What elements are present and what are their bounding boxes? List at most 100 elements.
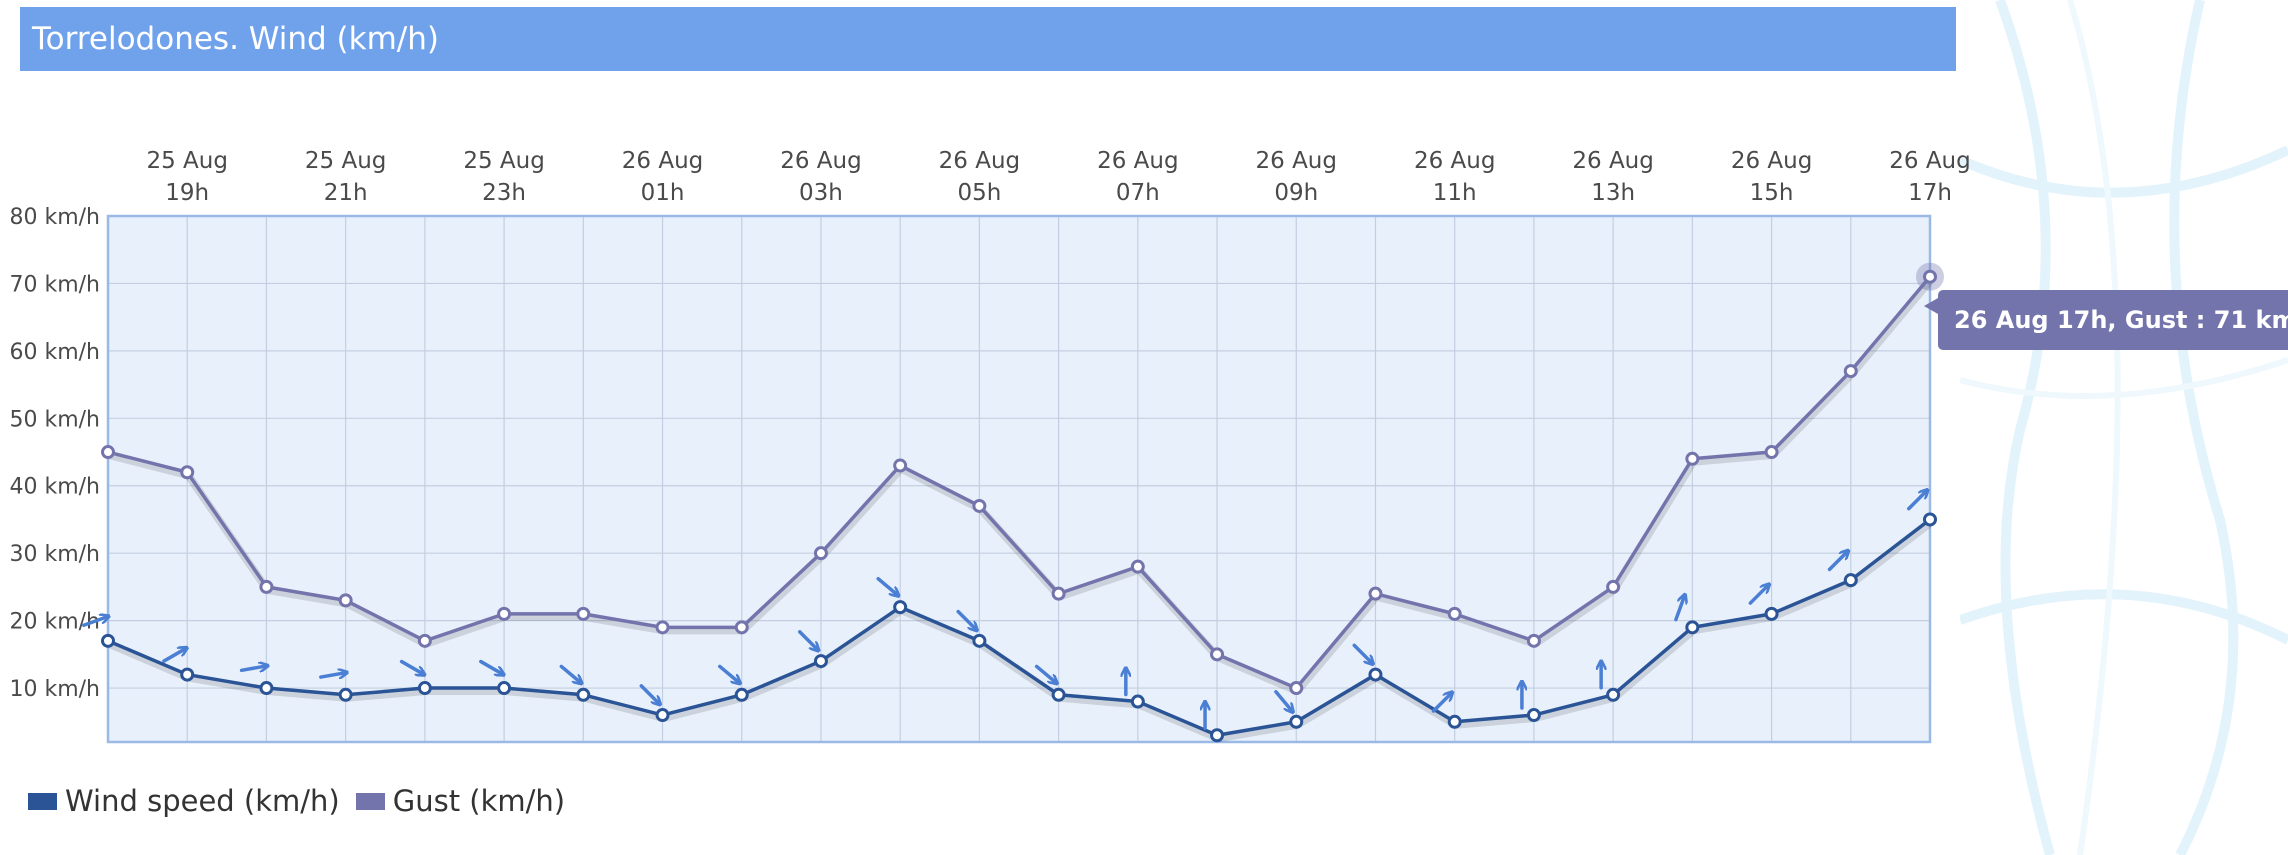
chart-title-bar: Torrelodones. Wind (km/h) (20, 7, 1956, 71)
wind-speed-point[interactable] (338, 687, 353, 702)
y-tick-label: 50 km/h (9, 407, 100, 432)
legend: Wind speed (km/h) Gust (km/h) (28, 784, 581, 818)
gust-point[interactable] (1606, 579, 1621, 594)
wind-speed-point[interactable] (417, 681, 432, 696)
gust-point[interactable] (972, 498, 987, 513)
wind-direction-arrow-icon (956, 609, 976, 630)
wind-speed-point[interactable] (893, 600, 908, 615)
wind-direction-arrow-icon (798, 630, 818, 650)
wind-speed-point[interactable] (1843, 573, 1858, 588)
wind-direction-arrow-icon (479, 659, 504, 675)
gust-point[interactable] (1843, 364, 1858, 379)
wind-direction-arrow-icon (1034, 664, 1057, 683)
tooltip-text: 26 Aug 17h, Gust : 71 km/h (1954, 306, 2288, 334)
gust-point[interactable] (338, 593, 353, 608)
wind-direction-arrow-icon (239, 666, 268, 671)
wind-speed-point[interactable] (1764, 606, 1779, 621)
gust-point[interactable] (1923, 269, 1937, 284)
wind-speed-point[interactable] (1368, 667, 1383, 682)
y-tick-label: 70 km/h (9, 272, 100, 297)
gust-line (107, 275, 1932, 690)
gust-point[interactable] (180, 465, 195, 480)
wind-speed-point[interactable] (101, 633, 115, 648)
gust-point[interactable] (1368, 586, 1383, 601)
wind-direction-arrow-icon (1431, 693, 1452, 713)
y-tick-label: 30 km/h (9, 542, 100, 567)
x-tick-label: 26 Aug 17h (1889, 148, 1971, 206)
gust-point[interactable] (101, 445, 115, 460)
wind-direction-arrow-icon (1274, 690, 1293, 712)
wind-speed-line (107, 518, 1932, 738)
x-tick-label: 26 Aug 15h (1731, 148, 1813, 206)
wind-direction-arrow-icon (639, 684, 659, 704)
y-tick-label: 40 km/h (9, 475, 100, 500)
gust-point[interactable] (655, 620, 670, 635)
gust-point[interactable] (1685, 451, 1700, 466)
wind-speed-point[interactable] (1685, 620, 1700, 635)
gust-point[interactable] (417, 633, 432, 648)
x-tick-label: 26 Aug 07h (1097, 148, 1179, 206)
wind-speed-point[interactable] (576, 687, 591, 702)
wind-speed-point[interactable] (259, 681, 274, 696)
wind-speed-point[interactable] (1526, 708, 1541, 723)
x-tick-label: 26 Aug 03h (780, 148, 862, 206)
gust-point[interactable] (813, 546, 828, 561)
gust-point[interactable] (1447, 606, 1462, 621)
wind-direction-arrow-icon (1352, 643, 1372, 663)
wind-speed-point[interactable] (1289, 714, 1304, 729)
x-tick-label: 26 Aug 09h (1256, 148, 1338, 206)
wind-direction-arrow-icon (319, 673, 347, 678)
gust-point[interactable] (1764, 445, 1779, 460)
wind-speed-point[interactable] (180, 667, 195, 682)
wind-speed-point[interactable] (655, 708, 670, 723)
wind-speed-point[interactable] (1210, 728, 1225, 743)
wind-speed-point[interactable] (1923, 512, 1937, 527)
gust-point[interactable] (497, 606, 512, 621)
legend-label-gust: Gust (km/h) (392, 784, 566, 818)
legend-swatch-gust (355, 792, 385, 810)
plot-border (106, 214, 1932, 744)
wind-speed-point[interactable] (813, 654, 828, 669)
legend-item-wind-speed[interactable]: Wind speed (km/h) (28, 784, 340, 818)
gust-point[interactable] (1526, 633, 1541, 648)
data-tooltip: 26 Aug 17h, Gust : 71 km/h (1923, 290, 2288, 350)
gust-point[interactable] (1051, 586, 1066, 601)
x-tick-label: 25 Aug 23h (463, 148, 545, 206)
wind-speed-point[interactable] (1051, 687, 1066, 702)
wind-direction-arrow-icon (399, 659, 425, 675)
gust-point[interactable] (1130, 559, 1145, 574)
y-tick-label: 60 km/h (9, 340, 100, 365)
x-tick-label: 26 Aug 05h (939, 148, 1021, 206)
gust-point[interactable] (259, 579, 274, 594)
legend-label-wind-speed: Wind speed (km/h) (65, 784, 340, 818)
gust-point[interactable] (576, 606, 591, 621)
wind-direction-arrow-icon (162, 648, 187, 663)
y-tick-label: 10 km/h (9, 677, 100, 702)
wind-direction-arrow-icon (1907, 490, 1927, 511)
wind-direction-arrow-icon (876, 577, 898, 596)
gust-point[interactable] (1289, 681, 1304, 696)
wind-direction-arrow-icon (1827, 551, 1848, 572)
wind-direction-arrow-icon (718, 664, 740, 683)
wind-speed-line-shadow (107, 519, 1934, 743)
wind-direction-arrow-icon (559, 664, 581, 683)
gust-point[interactable] (734, 620, 749, 635)
wind-speed-point[interactable] (1130, 694, 1145, 709)
wind-speed-point[interactable] (1447, 714, 1462, 729)
y-tick-label: 80 km/h (9, 205, 100, 230)
gust-point[interactable] (1210, 647, 1225, 662)
wind-line-chart: 25 Aug 19h 25 Aug 21h 25 Aug 23h 26 Aug 01h 26 A… (9, 148, 1971, 744)
x-tick-label: 26 Aug 01h (622, 148, 704, 206)
wind-speed-point[interactable] (497, 681, 512, 696)
legend-item-gust[interactable]: Gust (km/h) (355, 784, 566, 818)
wind-speed-point[interactable] (734, 687, 749, 702)
wind-direction-arrow-icon (82, 616, 108, 628)
gust-point[interactable] (893, 458, 908, 473)
background-decoration (1960, 0, 2288, 855)
wind-speed-point[interactable] (972, 633, 987, 648)
wind-direction-arrow-icon (1748, 585, 1768, 605)
legend-swatch-wind-speed (28, 792, 57, 810)
wind-direction-arrow-icon (1674, 595, 1685, 622)
x-tick-label: 26 Aug 11h (1414, 148, 1496, 206)
wind-speed-point[interactable] (1606, 687, 1621, 702)
